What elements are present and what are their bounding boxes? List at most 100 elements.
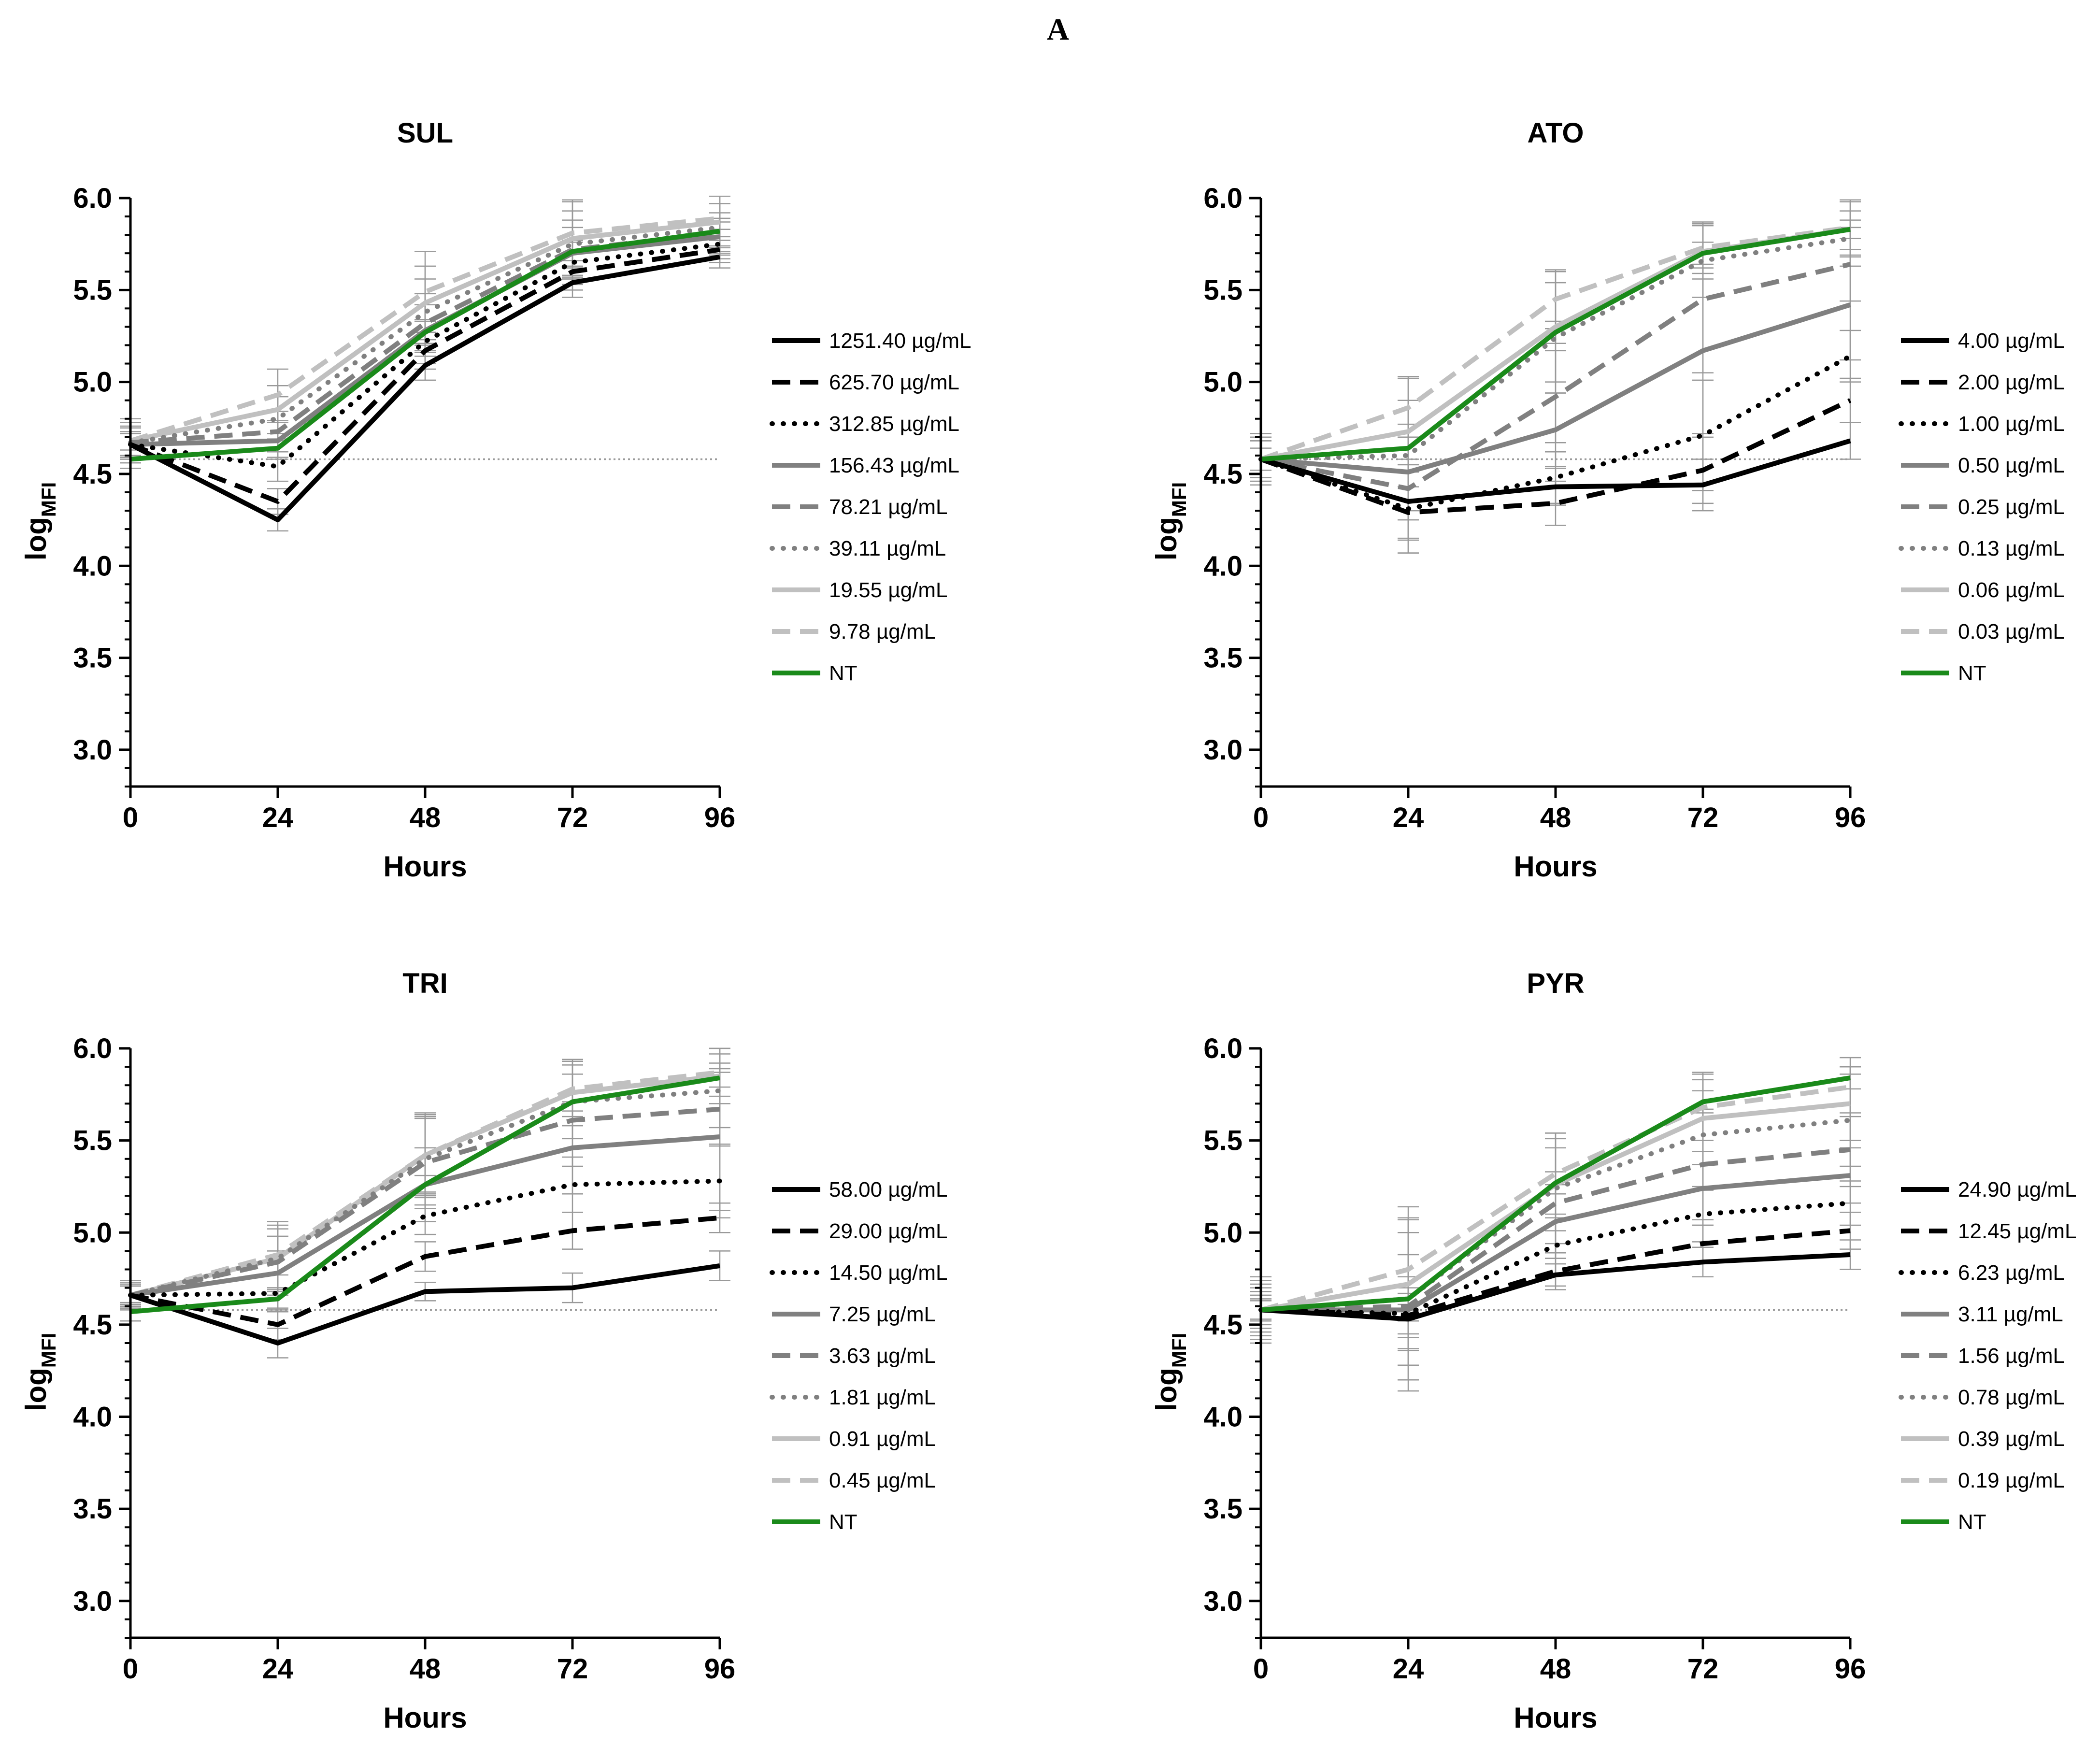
legend: 4.00 µg/mL 2.00 µg/mL 1.00 µg/mL 0.50 µg/mL… (1899, 329, 2065, 685)
series-line-0 (1260, 438, 1851, 504)
x-axis-label: Hours (383, 850, 467, 883)
x-tick-label: 48 (410, 802, 441, 833)
series-line-nt (1260, 227, 1851, 462)
legend-label: 156.43 µg/mL (829, 454, 959, 477)
y-tick-label: 6.0 (73, 1033, 112, 1064)
legend-label: 312.85 µg/mL (829, 412, 959, 436)
y-tick-label: 3.0 (1203, 1586, 1243, 1617)
series-line-0 (1260, 1252, 1851, 1322)
y-tick-label: 5.0 (73, 367, 112, 398)
series-line-4 (129, 1106, 720, 1298)
y-tick-label: 5.5 (73, 1125, 112, 1157)
y-tick-label: 6.0 (73, 183, 112, 214)
y-tick-label: 6.0 (1203, 1033, 1243, 1064)
legend-label: NT (829, 661, 857, 685)
legend-label: 0.91 µg/mL (829, 1427, 936, 1451)
y-axis-label: logMFI (20, 1333, 60, 1411)
x-tick-label: 96 (704, 1653, 736, 1685)
y-tick-label: 4.5 (1203, 458, 1243, 490)
x-tick-label: 0 (123, 1653, 138, 1685)
legend: 24.90 µg/mL 12.45 µg/mL 6.23 µg/mL 3.11 µg/… (1899, 1178, 2077, 1534)
legend-label: 3.63 µg/mL (829, 1344, 936, 1368)
legend-label: 625.70 µg/mL (829, 371, 959, 394)
y-tick-label: 3.5 (73, 643, 112, 674)
legend-label: 1.81 µg/mL (829, 1386, 936, 1409)
legend-label: 4.00 µg/mL (1958, 329, 2065, 353)
legend-label: 19.55 µg/mL (829, 578, 948, 602)
chart-sul: SUL 3.0 3.5 4.0 4.5 5.0 5.5 6.0 0 24 48 72 96 Hours lo… (20, 117, 971, 883)
series-line-3 (1261, 1173, 1851, 1313)
series-line-nt (1260, 1075, 1851, 1313)
x-tick-label: 72 (1687, 1653, 1719, 1685)
legend-label: 29.00 µg/mL (829, 1219, 948, 1243)
x-tick-label: 24 (262, 802, 294, 833)
legend-label: 1251.40 µg/mL (829, 329, 971, 353)
legend-label: 12.45 µg/mL (1958, 1219, 2077, 1243)
y-tick-label: 3.5 (1203, 643, 1243, 674)
series-line-1 (129, 247, 720, 504)
legend-label: 2.00 µg/mL (1958, 371, 2065, 394)
legend-label: 0.06 µg/mL (1958, 578, 2065, 602)
legend-label: 0.19 µg/mL (1958, 1469, 2065, 1492)
y-tick-label: 3.5 (73, 1493, 112, 1525)
series-line-4 (1260, 1147, 1851, 1313)
y-axis-label-main: log (20, 517, 52, 560)
y-tick-label: 5.0 (1203, 367, 1243, 398)
error-bars-series-5 (1250, 1073, 1861, 1392)
y-tick-label: 3.0 (1203, 734, 1243, 766)
x-tick-label: 72 (557, 1653, 588, 1685)
series-line-6 (129, 219, 720, 444)
chart-title: PYR (1527, 968, 1584, 999)
legend: 1251.40 µg/mL 625.70 µg/mL 312.85 µg/mL 156… (770, 329, 971, 685)
series-line-5 (128, 1088, 722, 1298)
y-axis-label-main: log (20, 1368, 52, 1411)
y-tick-label: 6.0 (1203, 183, 1243, 214)
chart-ato: ATO 3.0 3.5 4.0 4.5 5.0 5.5 6.0 0 24 48 72 96 Hours lo… (1150, 117, 2065, 883)
y-tick-label: 4.5 (1203, 1309, 1243, 1341)
legend-label: 0.13 µg/mL (1958, 537, 2065, 560)
y-tick-label: 4.0 (73, 550, 112, 582)
y-tick-label: 3.5 (1203, 1493, 1243, 1525)
series-line-nt (130, 1075, 720, 1315)
series-line-0 (129, 254, 720, 523)
legend-label: 9.78 µg/mL (829, 620, 936, 644)
legend-label: 39.11 µg/mL (829, 537, 946, 560)
legend-label: 0.78 µg/mL (1958, 1386, 2065, 1409)
series-line-nt (130, 229, 720, 462)
series-line-3 (1260, 302, 1851, 475)
y-axis-label: logMFI (1150, 1333, 1190, 1411)
x-axis-label: Hours (1514, 850, 1597, 883)
chart-title: ATO (1527, 117, 1584, 149)
x-tick-label: 72 (1687, 802, 1719, 833)
y-axis-label-subscript: MFI (37, 482, 60, 517)
x-tick-label: 0 (1253, 802, 1269, 833)
series-line-4 (1260, 262, 1851, 491)
series-line-5 (1258, 236, 1853, 462)
legend-label: 1.56 µg/mL (1958, 1344, 2065, 1368)
legend-label: NT (829, 1510, 857, 1534)
x-tick-label: 96 (1835, 802, 1866, 833)
legend: 58.00 µg/mL 29.00 µg/mL 14.50 µg/mL 7.25 µg… (770, 1178, 948, 1534)
y-tick-label: 5.5 (1203, 1125, 1243, 1157)
y-tick-label: 4.0 (1203, 550, 1243, 582)
x-axis-label: Hours (1514, 1702, 1597, 1734)
error-bars-series-7 (1250, 1057, 1861, 1344)
x-tick-label: 0 (1253, 1653, 1269, 1685)
legend-label: 0.03 µg/mL (1958, 620, 2065, 644)
series-line-1 (130, 1215, 720, 1327)
x-tick-label: 48 (1540, 802, 1571, 833)
y-tick-label: 3.0 (73, 734, 112, 766)
y-axis-label-subscript: MFI (1168, 1333, 1190, 1368)
x-tick-label: 0 (123, 802, 138, 833)
series-line-5 (128, 225, 722, 445)
x-tick-label: 96 (704, 802, 736, 833)
legend-label: 0.39 µg/mL (1958, 1427, 2065, 1451)
x-tick-label: 24 (1393, 1653, 1424, 1685)
y-tick-label: 4.5 (73, 458, 112, 490)
chart-tri: TRI 3.0 3.5 4.0 4.5 5.0 5.5 6.0 0 24 48 72 96 Hours lo… (20, 968, 948, 1734)
x-axis-label: Hours (383, 1702, 467, 1734)
y-axis-label-main: log (1150, 517, 1183, 560)
y-tick-label: 4.0 (1203, 1402, 1243, 1433)
legend-label: 14.50 µg/mL (829, 1261, 948, 1285)
x-tick-label: 48 (410, 1653, 441, 1685)
